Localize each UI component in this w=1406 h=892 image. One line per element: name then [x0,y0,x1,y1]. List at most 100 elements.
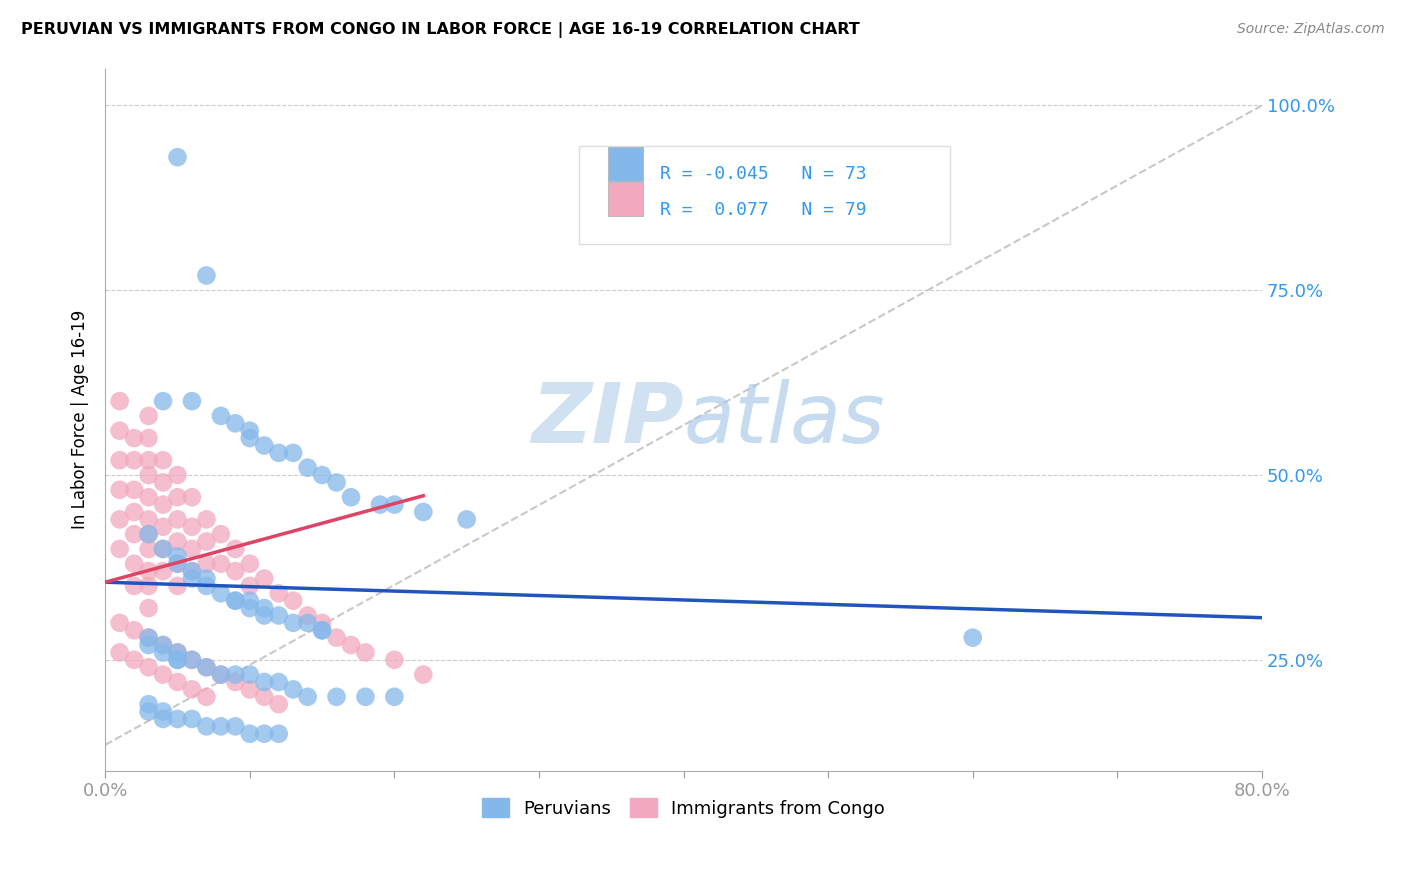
Point [195,557,218,571]
Point [283,615,305,630]
Point [166,579,188,593]
Point [138,660,160,674]
Point [311,624,333,638]
Point [340,638,363,652]
Point [108,394,131,409]
Point [108,424,131,438]
Point [138,631,160,645]
Point [239,579,262,593]
Point [152,475,174,490]
Point [166,549,188,564]
Point [138,579,160,593]
Text: PERUVIAN VS IMMIGRANTS FROM CONGO IN LABOR FORCE | AGE 16-19 CORRELATION CHART: PERUVIAN VS IMMIGRANTS FROM CONGO IN LAB… [21,22,860,38]
Point [456,512,478,526]
Point [283,593,305,607]
Point [138,601,160,615]
Point [138,697,160,711]
Point [283,682,305,697]
Point [224,541,246,556]
Point [195,660,218,674]
Point [166,645,188,659]
Point [224,417,246,431]
Point [325,475,347,490]
Point [239,424,262,438]
Point [340,490,363,504]
Point [224,719,246,733]
Point [209,586,232,600]
Point [138,705,160,719]
Point [181,564,204,578]
Point [108,615,131,630]
Point [181,394,204,409]
Point [138,631,160,645]
Point [311,615,333,630]
Point [267,446,290,460]
Point [253,601,276,615]
FancyBboxPatch shape [609,182,643,216]
Point [138,527,160,541]
Point [253,690,276,704]
Legend: Peruvians, Immigrants from Congo: Peruvians, Immigrants from Congo [475,791,893,825]
Point [181,653,204,667]
Point [152,667,174,681]
Point [166,534,188,549]
Point [253,438,276,452]
Y-axis label: In Labor Force | Age 16-19: In Labor Force | Age 16-19 [72,310,89,529]
Text: Source: ZipAtlas.com: Source: ZipAtlas.com [1237,22,1385,37]
Point [195,572,218,586]
Point [195,660,218,674]
Point [311,624,333,638]
Point [267,675,290,690]
Point [297,690,319,704]
Point [108,453,131,467]
Point [195,719,218,733]
Point [181,490,204,504]
Point [384,653,406,667]
Point [166,653,188,667]
Point [166,557,188,571]
Point [138,453,160,467]
Point [209,527,232,541]
Text: ZIP: ZIP [531,379,683,460]
Point [181,541,204,556]
Point [108,512,131,526]
FancyBboxPatch shape [579,145,949,244]
Point [152,498,174,512]
Point [195,690,218,704]
Point [108,541,131,556]
Point [138,564,160,578]
Point [166,653,188,667]
Point [195,534,218,549]
Point [267,727,290,741]
Point [152,638,174,652]
Point [166,490,188,504]
Point [239,557,262,571]
Point [384,690,406,704]
Point [253,675,276,690]
Point [138,409,160,423]
Point [152,645,174,659]
FancyBboxPatch shape [609,147,643,181]
Point [152,394,174,409]
Point [122,453,145,467]
Point [209,409,232,423]
Point [181,682,204,697]
Point [239,682,262,697]
Point [152,638,174,652]
Point [354,690,377,704]
Point [122,505,145,519]
Point [253,727,276,741]
Point [283,446,305,460]
Point [224,564,246,578]
Point [152,520,174,534]
Point [122,483,145,497]
Point [122,653,145,667]
Point [152,541,174,556]
Point [209,557,232,571]
Point [138,638,160,652]
Point [152,541,174,556]
Point [181,712,204,726]
Point [195,579,218,593]
Point [122,579,145,593]
Point [122,557,145,571]
